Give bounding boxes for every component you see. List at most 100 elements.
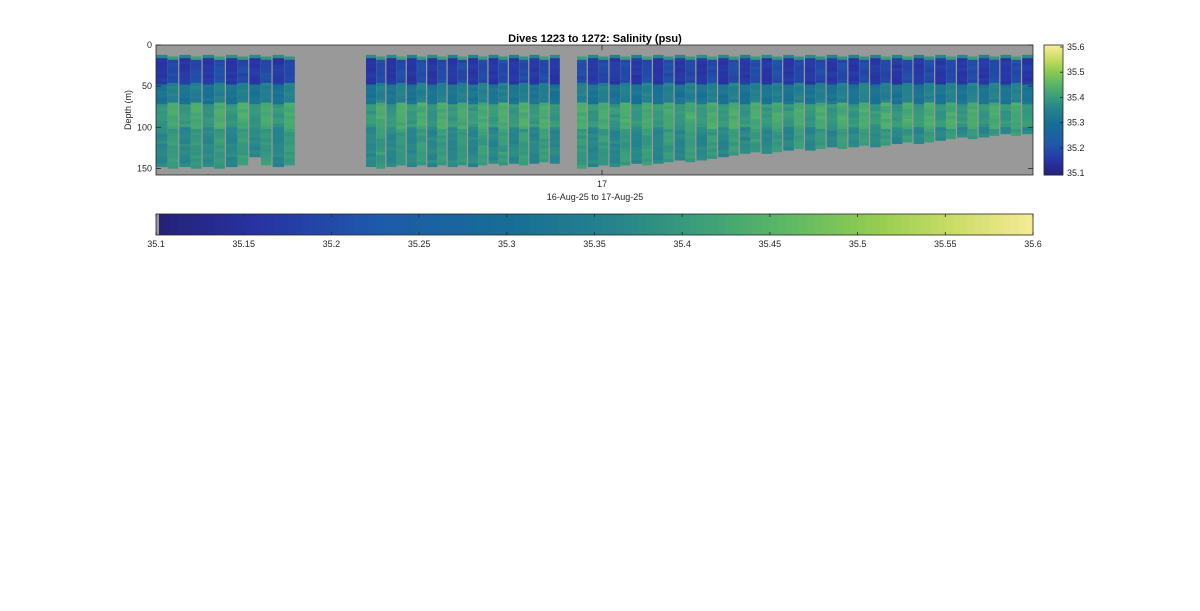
salinity-cell [529,64,540,69]
colorbar-tick-label: 35.1 [147,239,165,249]
salinity-cell [750,66,761,70]
salinity-cell [386,97,397,102]
salinity-cell [427,71,438,75]
salinity-cell [663,138,674,143]
salinity-cell [707,96,717,100]
salinity-cell [202,123,215,128]
salinity-cell [237,76,249,80]
salinity-cell [642,89,652,94]
salinity-cell [447,68,458,72]
salinity-cell [417,59,427,64]
salinity-cell [376,128,386,133]
salinity-cell [935,81,946,85]
salinity-cell [902,105,913,110]
salinity-cell [587,143,599,148]
salinity-cell [447,137,458,141]
colorbar-segment [367,214,376,235]
salinity-cell [226,133,238,138]
salinity-cell [609,84,621,89]
salinity-cell [978,120,990,125]
salinity-cell [881,69,891,74]
colorbar-tick-label: 35.35 [583,239,606,249]
salinity-cell [989,63,1000,67]
salinity-cell [508,110,519,115]
salinity-cell [848,71,860,75]
salinity-cell [598,82,609,87]
salinity-cell [549,107,560,112]
salinity-cell [783,143,794,148]
salinity-cell [508,120,519,125]
colorbar-segment [652,214,661,235]
salinity-cell [417,145,427,149]
salinity-cell [750,128,761,133]
salinity-cell [913,68,925,72]
colorbar-segment [1044,153,1063,156]
salinity-cell [598,151,609,156]
salinity-cell [508,81,519,85]
salinity-cell [386,91,397,95]
salinity-cell [729,145,739,149]
salinity-cell [674,127,686,131]
salinity-cell [214,158,225,163]
salinity-cell [539,79,549,84]
salinity-cell [848,133,860,138]
salinity-cell [226,68,238,72]
colorbar-segment [1044,53,1063,57]
salinity-cell [366,64,377,69]
salinity-cell [406,140,417,145]
colorbar-segment [1044,60,1063,63]
salinity-cell [226,71,238,75]
colorbar-segment [799,214,807,235]
salinity-cell [967,69,978,74]
colorbar-segment [696,214,705,235]
salinity-cell [848,110,860,115]
salinity-cell [406,147,417,151]
salinity-cell [924,96,935,100]
salinity-cell [761,91,773,95]
salinity-cell [1022,81,1033,85]
salinity-cell [167,122,179,126]
salinity-cell [631,123,642,128]
colorbar-segment [1044,49,1063,52]
salinity-cell [539,145,549,149]
salinity-cell [826,120,838,125]
salinity-cell [508,114,519,118]
salinity-cell [167,142,179,146]
salinity-cell [848,127,860,131]
salinity-cell [272,81,285,85]
salinity-cell [848,140,860,145]
salinity-cell [529,147,540,151]
salinity-cell [1022,64,1033,69]
salinity-cell [674,71,686,75]
salinity-cell [366,100,377,105]
colorbar-segment [1044,71,1063,74]
salinity-cell [696,81,708,85]
salinity-cell [386,64,397,69]
salinity-cell [783,130,794,135]
salinity-cell [642,151,652,156]
salinity-cell [707,102,717,107]
colorbar-segment [477,214,486,235]
salinity-cell [826,117,838,121]
colorbar-segment [1044,118,1063,122]
salinity-cell [794,82,804,87]
salinity-cell [805,81,816,85]
salinity-cell [707,99,717,103]
colorbar-segment [229,214,237,235]
salinity-cell [167,161,179,166]
salinity-cell [376,79,386,84]
salinity-cell [457,96,467,100]
salinity-cell [226,140,238,145]
salinity-cell [837,135,848,140]
salinity-cell [935,127,946,131]
salinity-cell [386,81,397,85]
salinity-cell [870,110,881,115]
salinity-cell [237,119,249,123]
salinity-cell [620,145,631,149]
salinity-cell [881,138,891,143]
salinity-cell [707,69,717,74]
salinity-cell [156,110,168,115]
salinity-cell [729,99,739,103]
salinity-cell [631,91,642,95]
salinity-cell [457,56,467,61]
